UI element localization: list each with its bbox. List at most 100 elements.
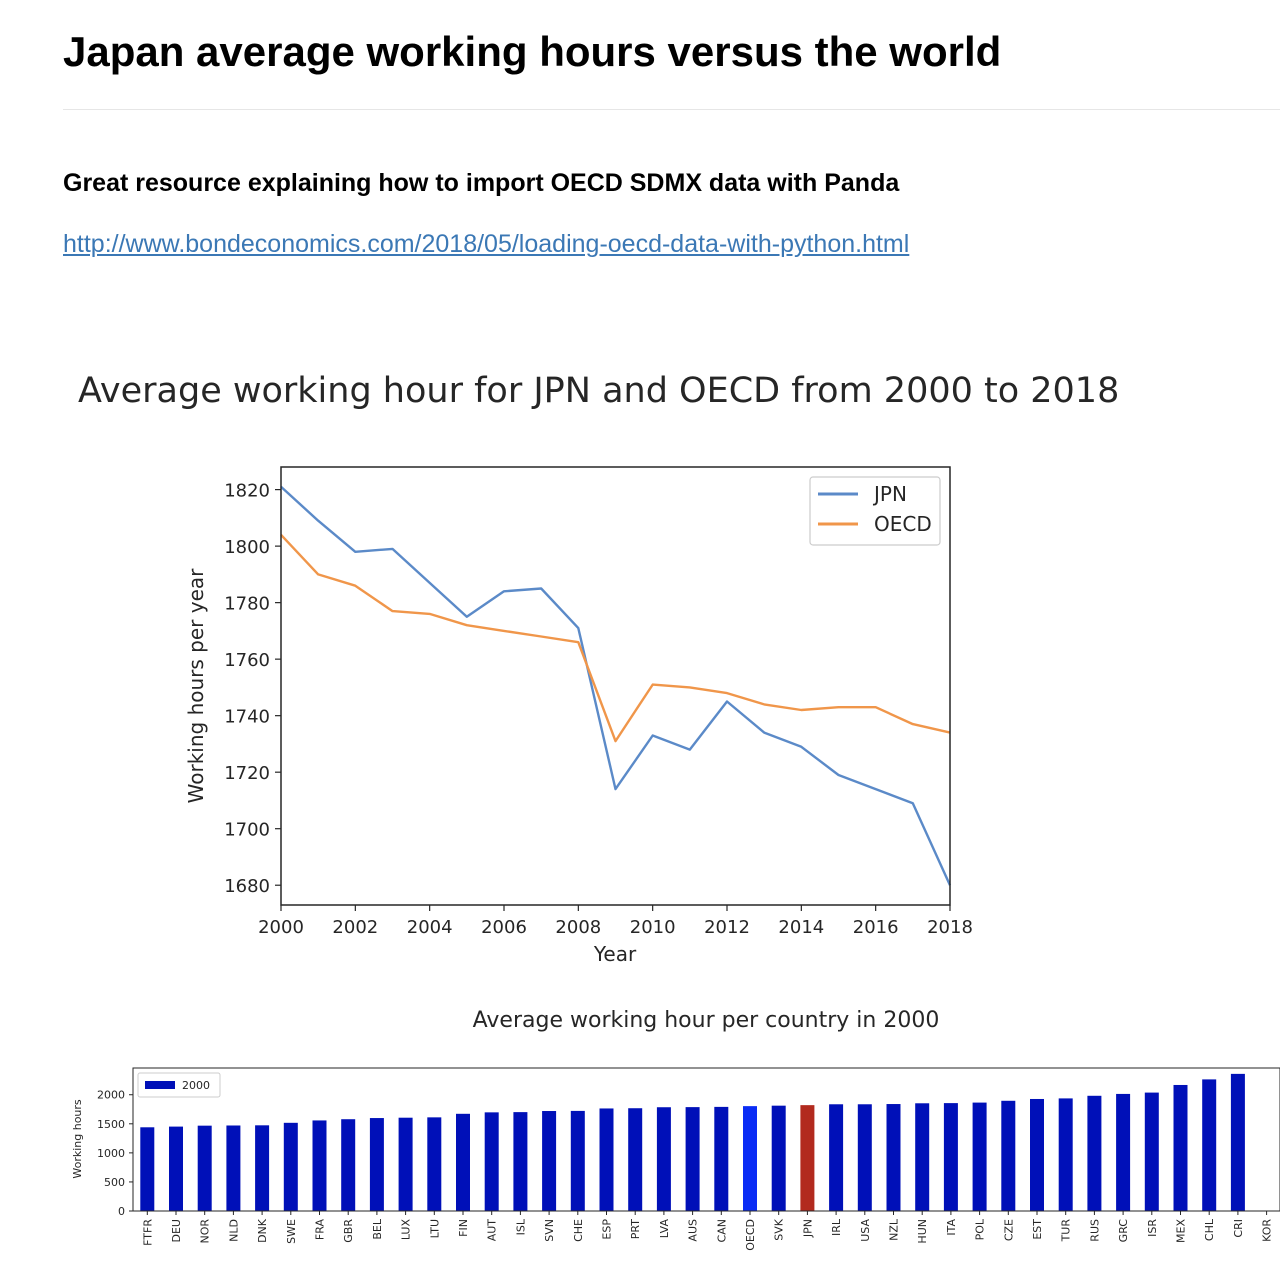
bar-lux	[398, 1117, 413, 1211]
bar-esp	[599, 1108, 614, 1211]
bar-irl	[829, 1104, 844, 1211]
bar-x-tick-label: PRT	[629, 1219, 642, 1239]
bar-legend: 2000	[137, 1072, 221, 1098]
y-tick-label: 1780	[224, 594, 270, 615]
bar-x-tick-label: LVA	[658, 1219, 671, 1239]
bar-x-tick-label: EST	[1031, 1219, 1044, 1240]
y-tick-label: 1700	[224, 820, 270, 841]
series-line-oecd	[280, 533, 951, 743]
bar-x-axis-ticks: FTFR DEU NOR NLD DNK SWE FRA GBR BEL LUX LTU FIN AUT…	[141, 1211, 1274, 1251]
bar-y-tick-label: 1500	[97, 1118, 125, 1131]
bar-x-tick-label: AUS	[687, 1219, 700, 1242]
legend-label-oecd: OECD	[874, 512, 932, 536]
bar-x-tick-label: BEL	[371, 1218, 384, 1239]
bar-jpn	[800, 1105, 815, 1211]
page-title: Japan average working hours versus the w…	[63, 28, 1002, 75]
bar-x-tick-label: ITA	[945, 1219, 958, 1236]
bar-plot-frame	[132, 1067, 1280, 1212]
bar-y-axis-ticks: 0 500 1000 1500 2000	[97, 1089, 133, 1218]
bar-y-tick-label: 0	[118, 1205, 125, 1218]
plot-lines	[280, 485, 952, 886]
bar-x-tick-label: FIN	[457, 1219, 470, 1237]
bar-x-tick-label: ISL	[514, 1218, 527, 1235]
y-tick-label: 1760	[224, 650, 270, 671]
bar-chart-title: Average working hour per country in 2000	[473, 1008, 940, 1033]
bars	[140, 1073, 1245, 1211]
bar-legend-swatch	[145, 1081, 175, 1089]
bar-aus	[685, 1107, 700, 1211]
bar-ita	[943, 1103, 958, 1211]
line-chart: Average working hour for JPN and OECD fr…	[78, 371, 1119, 966]
bar-nzl	[886, 1104, 901, 1211]
x-tick-label: 2002	[332, 917, 378, 938]
x-axis-label: Year	[593, 942, 637, 966]
bar-x-tick-label: JPN	[801, 1219, 814, 1238]
bar-can	[714, 1106, 729, 1211]
x-tick-label: 2004	[407, 917, 453, 938]
y-tick-label: 1680	[224, 876, 270, 897]
y-axis-label: Working hours per year	[184, 568, 208, 803]
bar-x-tick-label: LTU	[428, 1219, 441, 1238]
bar-tur	[1058, 1098, 1073, 1211]
bar-x-tick-label: POL	[974, 1218, 987, 1240]
title-divider	[63, 109, 1280, 110]
plot-frame	[280, 466, 951, 906]
bar-prt	[628, 1108, 643, 1211]
y-tick-label: 1800	[224, 537, 270, 558]
bar-gbr	[341, 1119, 356, 1211]
bar-x-tick-label: KOR	[1261, 1219, 1274, 1242]
bar-x-tick-label: CHL	[1203, 1218, 1216, 1241]
bar-y-tick-label: 2000	[97, 1089, 125, 1102]
bar-nor	[197, 1125, 212, 1211]
x-axis-ticks: 2000 2002 2004 2006 2008 2010 2012 2014 2016 2018	[258, 905, 973, 938]
bar-fin	[456, 1113, 470, 1211]
bar-y-tick-label: 500	[104, 1176, 125, 1189]
bar-x-tick-label: FTFR	[141, 1219, 154, 1246]
bar-x-tick-label: GRC	[1117, 1219, 1130, 1243]
resource-link[interactable]: http://www.bondeconomics.com/2018/05/loa…	[63, 230, 910, 258]
bar-x-tick-label: IRL	[830, 1218, 843, 1236]
bar-ltu	[427, 1117, 442, 1211]
bar-isr	[1144, 1092, 1159, 1211]
x-tick-label: 2006	[481, 917, 527, 938]
bar-cze	[1001, 1100, 1016, 1211]
bar-legend-label: 2000	[182, 1079, 210, 1092]
x-tick-label: 2010	[630, 917, 676, 938]
bar-oecd	[743, 1106, 757, 1211]
bar-x-tick-label: TUR	[1060, 1219, 1073, 1243]
x-tick-label: 2014	[778, 917, 824, 938]
bar-deu	[169, 1126, 183, 1211]
bar-dnk	[255, 1125, 270, 1211]
bar-x-tick-label: DEU	[170, 1219, 183, 1242]
bar-fra	[312, 1120, 327, 1211]
bar-legend-box	[137, 1072, 221, 1098]
bar-x-tick-label: NLD	[227, 1219, 240, 1242]
series-line-jpn	[280, 485, 952, 886]
bar-x-tick-label: ISR	[1146, 1219, 1159, 1237]
bar-x-tick-label: MEX	[1175, 1219, 1188, 1243]
legend: JPN OECD	[809, 476, 941, 546]
legend-label-jpn: JPN	[872, 482, 907, 506]
bar-x-tick-label: DNK	[256, 1218, 269, 1243]
bar-x-tick-label: SVN	[543, 1219, 556, 1242]
bar-aut	[484, 1112, 499, 1211]
bar-x-tick-label: RUS	[1088, 1219, 1101, 1242]
bar-svn	[542, 1111, 557, 1211]
bar-pol	[972, 1102, 987, 1211]
bar-chart: Average working hour per country in 2000…	[71, 1008, 1280, 1251]
bar-y-axis-label: Working hours	[71, 1099, 84, 1179]
bar-x-tick-label: OECD	[744, 1219, 757, 1251]
bar-x-tick-label: NZL	[888, 1218, 901, 1241]
bar-est	[1030, 1098, 1044, 1211]
bar-usa	[857, 1104, 872, 1211]
bar-x-tick-label: ESP	[601, 1219, 614, 1240]
bar-ftfr	[140, 1127, 155, 1211]
bar-x-tick-label: SVK	[773, 1218, 786, 1241]
x-tick-label: 2016	[853, 917, 899, 938]
bar-x-tick-label: NOR	[199, 1219, 212, 1244]
bar-hun	[915, 1103, 930, 1211]
bar-nld	[226, 1125, 241, 1211]
y-axis-ticks: 1680 1700 1720 1740 1760 1780 1800 1820	[224, 481, 281, 897]
bar-x-tick-label: CZE	[1002, 1219, 1015, 1241]
bar-x-tick-label: CAN	[715, 1219, 728, 1242]
